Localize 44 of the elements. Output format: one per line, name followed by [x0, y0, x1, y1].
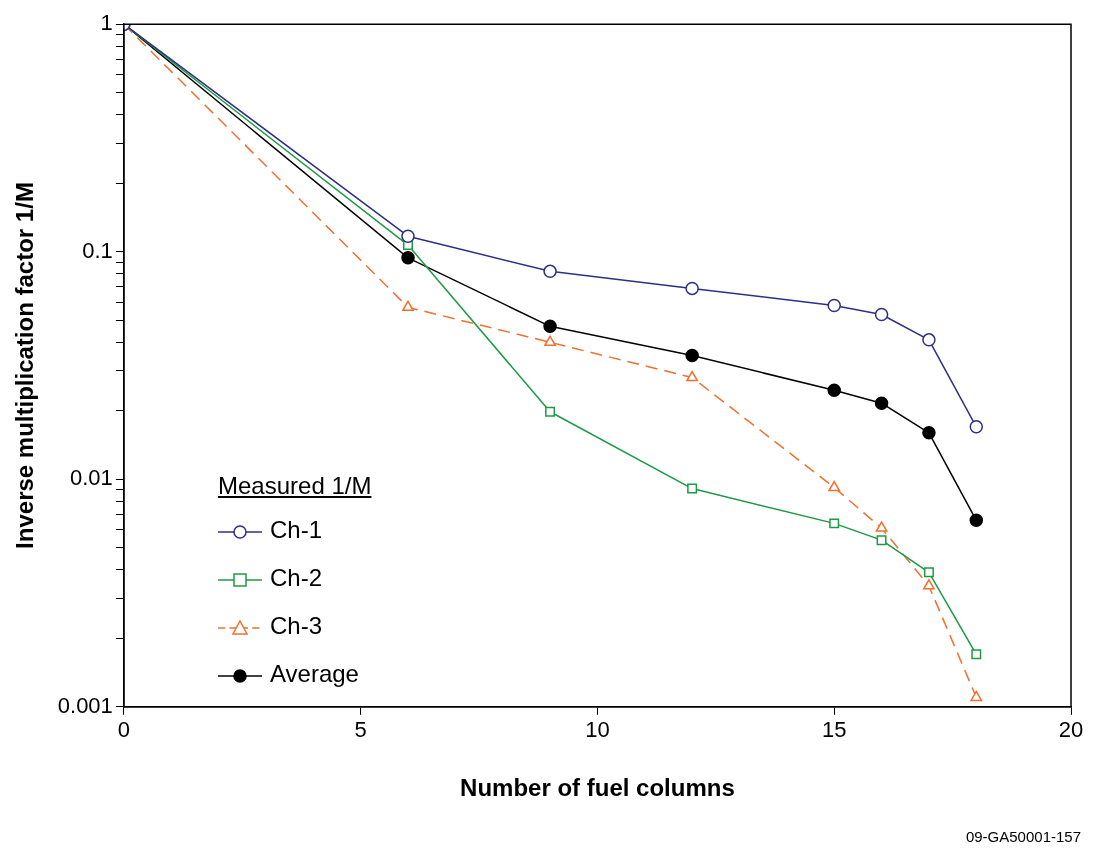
point: [401, 251, 415, 265]
text: 09-GA50001-157: [965, 828, 1081, 845]
point: [686, 370, 699, 382]
legend-title: Measured 1/M: [218, 471, 372, 501]
x-tick-label: 0: [117, 717, 130, 743]
point: [685, 348, 699, 363]
y-axis-title: Inverse multiplication factor 1/M: [11, 182, 39, 549]
point: [923, 567, 934, 578]
point: [922, 426, 936, 440]
point: [969, 513, 984, 528]
y-tick-label: 0.01: [70, 465, 113, 491]
legend-label: Average: [270, 660, 359, 687]
point: [827, 298, 841, 313]
legend-label: Ch-2: [270, 564, 323, 591]
point: [687, 483, 698, 494]
x-tick-label: 10: [585, 717, 610, 743]
x-tick-label: 20: [1058, 717, 1084, 743]
point: [543, 319, 557, 334]
legend-label: Ch-1: [270, 516, 323, 543]
point: [922, 333, 936, 347]
point: [876, 535, 887, 546]
point: [971, 649, 982, 660]
y-tick-label: 1: [100, 10, 113, 36]
point: [922, 579, 935, 590]
point: [829, 518, 840, 529]
point: [543, 264, 557, 279]
legend-label: Ch-3: [270, 612, 323, 639]
point: [874, 307, 889, 322]
x-axis-title: Number of fuel columns: [460, 774, 735, 802]
x-tick-label: 5: [354, 717, 367, 743]
point: [828, 480, 841, 492]
point: [402, 300, 414, 312]
y-tick-label: 0.001: [57, 692, 113, 718]
point: [544, 335, 557, 347]
point: [401, 229, 415, 243]
point: [685, 281, 699, 296]
point: [545, 406, 556, 417]
y-tick-label: 0.1: [82, 237, 113, 263]
point: [969, 420, 984, 434]
point: [875, 521, 888, 532]
point: [970, 690, 983, 702]
x-tick-label: 15: [821, 717, 847, 743]
point: [874, 396, 889, 410]
point: [827, 383, 841, 398]
